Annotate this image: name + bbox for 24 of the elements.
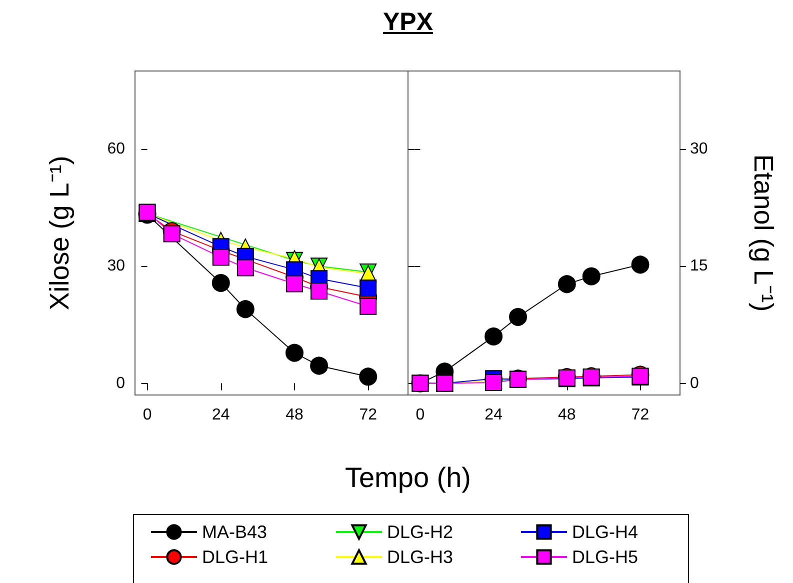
x-tick-label: 24 — [484, 406, 503, 424]
x-tick-label: 72 — [359, 406, 378, 424]
x-tick-label: 48 — [286, 406, 304, 424]
y-tick-label: 0 — [116, 374, 126, 392]
y-tick-label: 60 — [107, 140, 126, 158]
legend-label: DLG-H5 — [572, 547, 638, 567]
y2-tick-label: 30 — [690, 140, 708, 158]
y2-axis-title: Etanol (g L⁻¹) — [748, 154, 778, 312]
chart-title: YPX — [382, 8, 434, 37]
legend-label: DLG-H1 — [202, 547, 268, 567]
x-tick-label: 0 — [416, 406, 425, 424]
x-tick-label: 24 — [212, 406, 230, 424]
legend-label: DLG-H2 — [387, 522, 454, 542]
legend-label: DLG-H3 — [387, 547, 454, 567]
y-tick-label: 30 — [107, 258, 126, 275]
x-axis-title: Tempo (h) — [344, 462, 472, 494]
x-tick-label: 0 — [142, 406, 152, 424]
y2-tick-label: 15 — [690, 258, 708, 275]
y-axis-title: Xilose (g L⁻¹) — [44, 156, 74, 310]
legend-label: DLG-H4 — [572, 522, 638, 542]
legend-label: MA-B43 — [202, 522, 268, 542]
y2-tick-label: 0 — [690, 374, 699, 392]
x-tick-label: 72 — [631, 406, 650, 424]
x-tick-label: 48 — [558, 406, 576, 424]
